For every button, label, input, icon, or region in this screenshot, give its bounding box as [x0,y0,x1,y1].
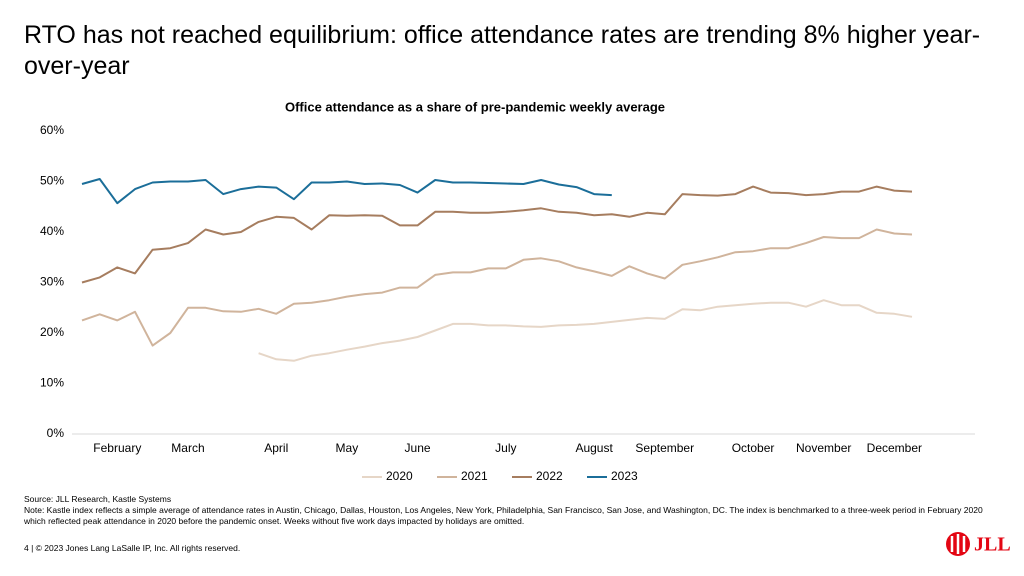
y-tick-label: 0% [47,426,65,440]
y-tick-label: 50% [40,174,64,188]
x-tick-label: September [635,441,694,455]
series-line [81,185,913,284]
y-tick-label: 40% [40,224,64,238]
y-tick-label: 20% [40,325,64,339]
series-line [258,299,913,362]
x-tick-label: April [264,441,288,455]
x-tick-label: June [405,441,431,455]
x-tick-label: December [867,441,922,455]
x-tick-label: August [575,441,613,455]
x-tick-label: May [336,441,359,455]
logo-stripes [950,534,966,554]
x-tick-label: October [732,441,775,455]
series-line [81,228,913,347]
legend-label: 2022 [536,469,563,483]
logo-text: JLL [974,534,1011,556]
chart-title: Office attendance as a share of pre-pand… [285,99,665,114]
footer: 4 | © 2023 Jones Lang LaSalle IP, Inc. A… [24,543,241,553]
y-tick-label: 10% [40,376,64,390]
slide-title: RTO has not reached equilibrium: office … [24,21,981,80]
y-tick-label: 30% [40,275,64,289]
x-tick-label: July [495,441,516,455]
logo: JLL [946,532,1011,556]
legend-label: 2020 [386,469,413,483]
x-tick-label: March [171,441,204,455]
chart: Office attendance as a share of pre-pand… [40,99,975,483]
x-tick-label: November [796,441,851,455]
y-tick-label: 60% [40,123,64,137]
source: Source: JLL Research, Kastle Systems [24,494,172,504]
legend-label: 2021 [461,469,488,483]
series-line [81,178,612,205]
note: Note: Kastle index reflects a simple ave… [24,505,983,526]
legend-label: 2023 [611,469,638,483]
x-tick-label: February [93,441,141,455]
